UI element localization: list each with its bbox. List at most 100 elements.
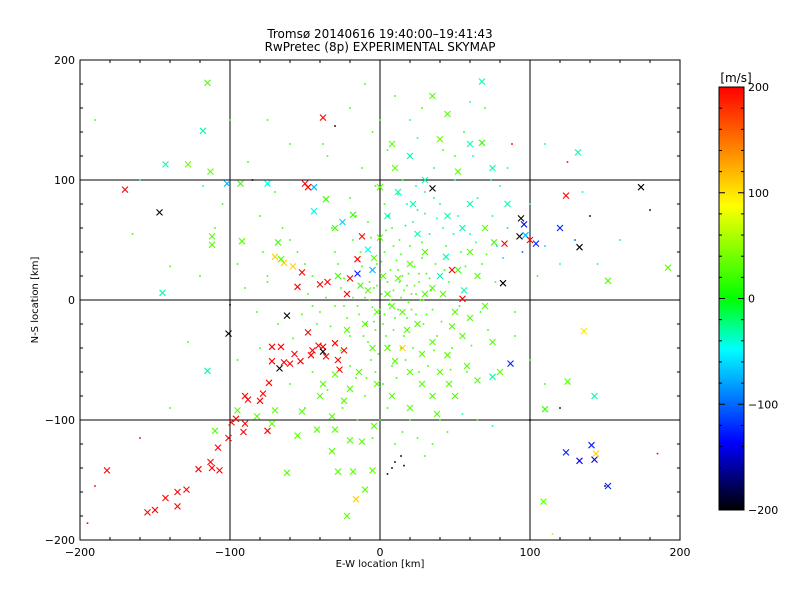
x-marker xyxy=(328,413,336,420)
dot-marker xyxy=(404,224,407,227)
dot-marker xyxy=(374,329,377,331)
x-marker xyxy=(358,438,366,445)
dot-marker xyxy=(433,349,435,352)
dot-marker xyxy=(443,269,446,271)
x-marker xyxy=(369,344,376,352)
x-marker xyxy=(316,281,324,288)
dot-marker xyxy=(529,359,531,361)
colorbar-tick-label: 0 xyxy=(748,293,755,306)
x-marker xyxy=(289,263,297,270)
x-marker xyxy=(144,509,151,516)
dot-marker xyxy=(431,443,434,445)
dot-marker xyxy=(311,371,314,373)
dot-marker xyxy=(325,296,327,299)
dot-marker xyxy=(410,293,413,295)
x-tick-labels: −200 −100 0 100 200 xyxy=(65,546,691,559)
dot-marker xyxy=(412,221,414,223)
x-marker xyxy=(328,447,336,455)
dot-marker xyxy=(337,263,339,265)
x-marker xyxy=(499,279,507,287)
dot-marker xyxy=(413,284,416,287)
dot-marker xyxy=(442,227,444,229)
dot-marker xyxy=(428,277,431,280)
x-marker xyxy=(162,161,169,168)
dot-marker xyxy=(398,239,401,241)
dot-marker xyxy=(415,185,417,187)
dot-marker xyxy=(496,245,498,247)
dot-marker xyxy=(394,443,396,445)
x-marker xyxy=(232,415,240,423)
dot-marker xyxy=(410,308,413,311)
x-marker xyxy=(516,233,523,240)
x-marker xyxy=(436,368,444,376)
x-marker xyxy=(237,180,244,187)
dot-marker xyxy=(382,323,384,325)
x-marker xyxy=(481,302,489,310)
x-marker xyxy=(354,255,361,263)
x-marker xyxy=(319,114,327,121)
dot-marker xyxy=(274,191,276,193)
x-marker xyxy=(271,407,279,414)
dot-marker xyxy=(389,299,392,301)
x-marker xyxy=(183,486,190,493)
dot-marker xyxy=(236,359,239,361)
dot-marker xyxy=(395,259,398,262)
dot-marker xyxy=(319,311,321,313)
x-marker xyxy=(364,287,372,294)
dot-marker xyxy=(544,383,546,385)
x-marker xyxy=(346,385,354,393)
dot-marker xyxy=(229,304,231,306)
y-tick-label: −100 xyxy=(45,414,75,427)
x-marker xyxy=(264,427,271,435)
colorbar-label: [m/s] xyxy=(720,71,751,85)
dot-marker xyxy=(373,320,375,323)
dot-marker xyxy=(202,185,204,187)
x-marker xyxy=(388,302,396,310)
x-marker xyxy=(429,185,436,192)
dot-marker xyxy=(169,407,171,409)
x-marker xyxy=(319,380,327,388)
x-marker xyxy=(349,211,357,219)
x-marker xyxy=(276,365,283,372)
dot-marker xyxy=(403,335,405,337)
x-marker xyxy=(208,464,216,472)
x-marker xyxy=(216,467,223,474)
dot-marker xyxy=(589,215,591,217)
dot-marker xyxy=(430,289,432,292)
x-marker xyxy=(121,186,129,193)
dot-marker xyxy=(479,311,482,313)
dot-marker xyxy=(362,335,365,337)
x-marker xyxy=(343,512,351,520)
x-marker xyxy=(208,241,216,249)
dot-marker xyxy=(199,275,201,277)
dot-marker xyxy=(356,305,359,307)
x-marker xyxy=(442,253,450,261)
dot-marker xyxy=(355,215,357,217)
x-marker xyxy=(319,348,327,355)
x-marker xyxy=(214,444,222,451)
x-marker xyxy=(504,200,511,208)
dot-marker xyxy=(395,377,398,379)
x-marker xyxy=(162,494,169,502)
x-marker xyxy=(331,426,339,433)
dot-marker xyxy=(388,215,390,217)
x-marker xyxy=(334,272,342,280)
dot-marker xyxy=(187,341,189,343)
dot-marker xyxy=(386,473,389,475)
x-marker xyxy=(207,458,214,466)
dot-marker xyxy=(385,229,387,232)
dot-marker xyxy=(491,215,494,217)
dot-marker xyxy=(406,284,408,287)
dot-marker xyxy=(460,251,462,253)
y-axis-label: N-S location [km] xyxy=(30,257,41,344)
x-marker xyxy=(501,240,508,247)
dot-marker xyxy=(446,431,449,433)
dot-marker xyxy=(266,275,269,277)
dot-marker xyxy=(470,344,473,347)
dot-marker xyxy=(229,119,231,121)
dot-marker xyxy=(475,241,477,244)
dot-marker xyxy=(529,419,531,421)
x-marker xyxy=(228,419,235,426)
x-marker xyxy=(291,350,298,358)
x-marker xyxy=(439,290,447,298)
